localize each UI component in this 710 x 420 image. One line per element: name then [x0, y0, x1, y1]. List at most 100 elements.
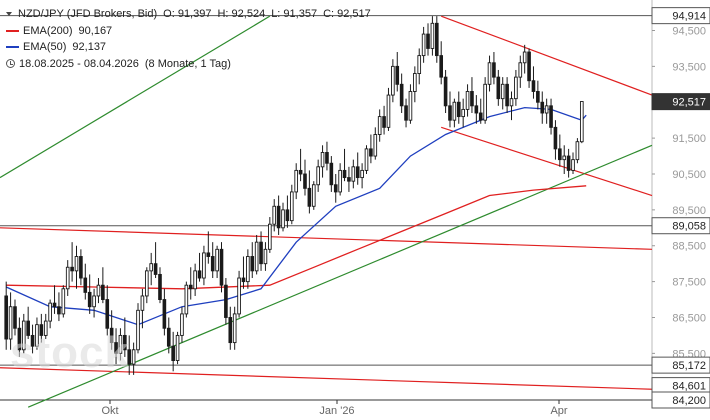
candle-down — [276, 205, 281, 229]
candle-up — [320, 152, 325, 168]
candle-up — [232, 313, 237, 344]
trendline — [0, 15, 271, 179]
candle-down — [355, 166, 360, 179]
price-label-box — [651, 391, 710, 409]
candle-down — [30, 334, 35, 347]
candle-up — [377, 116, 382, 135]
candle-up — [149, 263, 154, 272]
candle-down — [527, 51, 531, 82]
candle-down — [496, 76, 501, 100]
candle-down — [426, 33, 430, 49]
candle-up — [430, 22, 435, 49]
candle-down — [285, 209, 290, 222]
legend: NZD/JPY (JFD Brokers, Bid) O: 91,397 H: … — [6, 6, 371, 72]
candle-down — [448, 105, 452, 121]
candle-up — [452, 101, 457, 121]
candle-up — [74, 256, 79, 272]
candle-up — [294, 169, 299, 193]
candle-up — [65, 266, 70, 290]
candle-up — [237, 277, 241, 315]
candle-down — [79, 256, 83, 279]
ema50-line — [5, 106, 587, 326]
price-label: 89,058 — [672, 221, 706, 233]
candle-up — [43, 320, 48, 336]
open-value: O: 91,397 — [163, 8, 212, 20]
collapse-triangle-icon[interactable] — [6, 12, 12, 17]
candle-down — [52, 302, 57, 308]
candle-down — [558, 148, 562, 161]
clock-icon — [6, 59, 15, 69]
close-value: C: 92,517 — [323, 8, 371, 20]
period-label: (8 Monate, 1 Tag) — [144, 57, 231, 70]
channel-line — [440, 15, 653, 96]
legend-symbol-row: NZD/JPY (JFD Brokers, Bid) O: 91,397 H: … — [6, 6, 371, 23]
candle-down — [39, 324, 44, 336]
candle-down — [531, 80, 536, 92]
ema50-swatch — [6, 46, 19, 49]
symbol-label: NZD/JPY (JFD Brokers, Bid) — [18, 8, 158, 20]
candle-up — [48, 302, 52, 322]
candle-up — [281, 209, 285, 229]
candle-down — [197, 270, 202, 279]
candle-down — [219, 248, 224, 286]
ema200-swatch — [6, 29, 19, 32]
candle-down — [224, 284, 228, 318]
candle-down — [17, 327, 22, 351]
candle-up — [391, 65, 395, 96]
candle-up — [465, 91, 470, 110]
legend-ema200-row: EMA(200) 90,167 — [6, 23, 371, 40]
candle-up — [263, 248, 268, 265]
candle-up — [289, 191, 294, 222]
candle-down — [114, 342, 118, 354]
candle-down — [325, 152, 329, 164]
candle-up — [131, 349, 136, 365]
candle-down — [298, 169, 303, 175]
price-label-box — [651, 217, 710, 235]
candle-down — [127, 349, 132, 365]
candle-up — [272, 205, 277, 225]
channel-line — [0, 367, 653, 390]
candle-up — [136, 309, 140, 351]
candle-up — [193, 270, 197, 290]
candle-up — [562, 155, 567, 161]
legend-range-row: 18.08.2025 - 08.04.2026 (8 Monate, 1 Tag… — [6, 56, 371, 73]
ema50-label: EMA(50) — [23, 41, 67, 53]
candle-down — [478, 112, 483, 121]
candle-up — [413, 73, 417, 92]
candle-down — [26, 320, 30, 336]
candle-down — [399, 83, 404, 107]
x-tick-label: Okt — [101, 405, 118, 417]
candle-down — [250, 256, 255, 272]
candle-down — [13, 306, 17, 329]
price-label: 84,200 — [672, 395, 706, 407]
candle-up — [579, 101, 584, 143]
candle-up — [373, 134, 378, 157]
candle-up — [96, 284, 101, 297]
candle-up — [180, 313, 184, 336]
candle-down — [162, 299, 167, 329]
candle-down — [329, 162, 334, 186]
candle-down — [105, 299, 110, 329]
candle-down — [553, 126, 558, 150]
candle-up — [417, 55, 422, 74]
x-tick-label: Apr — [550, 405, 567, 417]
candle-down — [83, 277, 88, 293]
y-tick-label: 93,500 — [672, 61, 706, 73]
candle-down — [439, 55, 444, 78]
price-label: 92,517 — [672, 97, 706, 109]
candle-down — [540, 101, 545, 114]
date-range: 18.08.2025 - 08.04.2026 — [19, 57, 139, 70]
ema200-label: EMA(200) — [23, 24, 73, 37]
y-tick-label: 88,500 — [672, 241, 706, 253]
candle-up — [500, 83, 505, 100]
legend-ema50-row: EMA(50) 92,137 — [6, 39, 371, 56]
y-tick-label: 91,500 — [672, 133, 706, 145]
candle-down — [109, 327, 114, 344]
candle-down — [87, 291, 92, 308]
high-value: H: 92,524 — [217, 8, 266, 20]
candle-down — [505, 83, 509, 107]
candle-down — [153, 263, 158, 275]
candle-up — [118, 334, 123, 354]
candle-up — [338, 169, 342, 193]
